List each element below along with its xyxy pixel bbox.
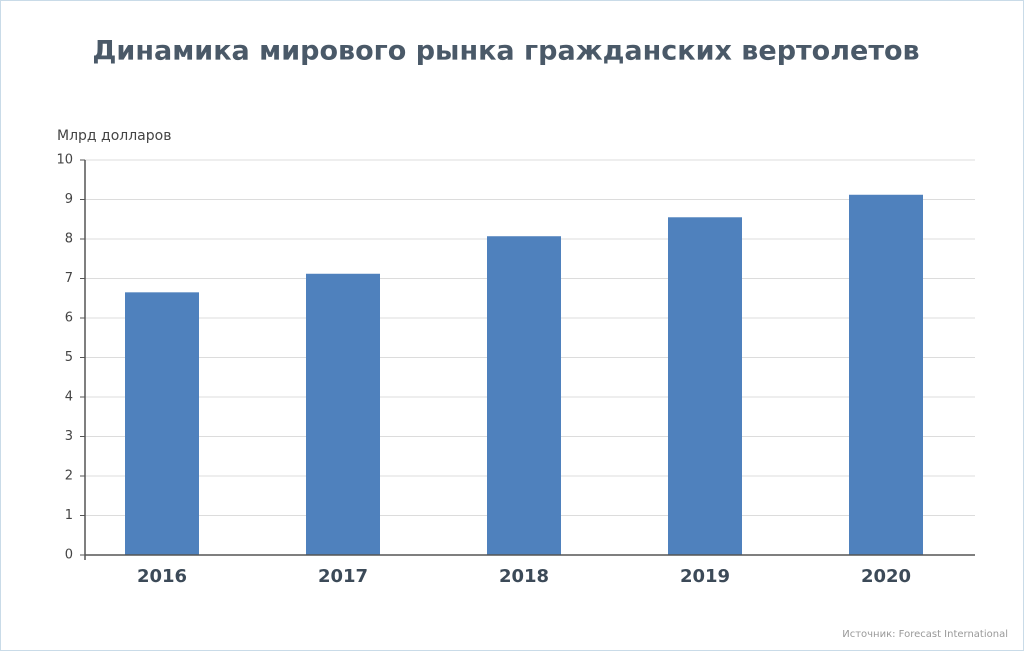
bar: [849, 194, 923, 555]
y-tick-label: 5: [65, 350, 73, 365]
y-tick-label: 7: [65, 271, 73, 286]
x-tick-label: 2016: [137, 566, 187, 587]
y-tick-label: 8: [65, 232, 73, 247]
x-tick-label: 2020: [861, 566, 911, 587]
x-tick-label: 2019: [680, 566, 730, 587]
chart-title: Динамика мирового рынка гражданских верт…: [92, 36, 919, 67]
y-tick-label: 3: [65, 429, 73, 444]
bar: [668, 217, 742, 555]
bar: [306, 273, 380, 555]
x-tick-label: 2017: [318, 566, 368, 587]
y-tick-label: 0: [65, 548, 73, 563]
y-tick-label: 4: [65, 390, 73, 405]
bar: [487, 236, 561, 556]
bar: [125, 292, 199, 555]
y-tick-label: 6: [65, 311, 73, 326]
source: Источник: Forecast International: [842, 629, 1008, 640]
y-tick-label: 1: [65, 508, 73, 523]
y-tick-label: 2: [65, 469, 73, 484]
y-tick-label: 9: [65, 192, 73, 207]
y-axis-label: Млрд долларов: [57, 128, 171, 144]
y-tick-label: 10: [56, 153, 73, 168]
x-tick-label: 2018: [499, 566, 549, 587]
